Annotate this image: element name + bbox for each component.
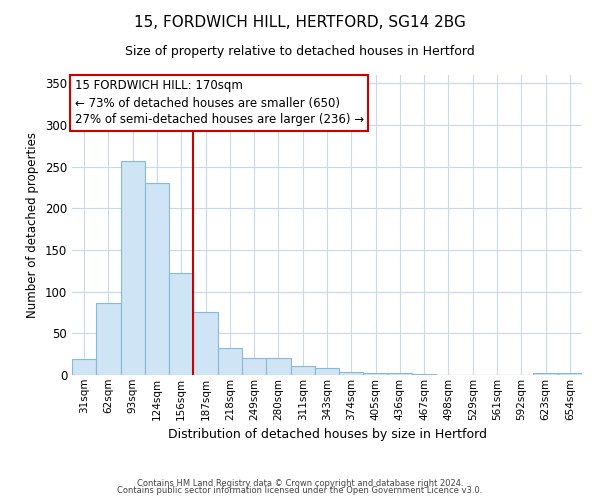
Bar: [315, 368, 339, 375]
Bar: [242, 358, 266, 375]
Text: Contains public sector information licensed under the Open Government Licence v3: Contains public sector information licen…: [118, 486, 482, 495]
X-axis label: Distribution of detached houses by size in Hertford: Distribution of detached houses by size …: [167, 428, 487, 441]
Bar: [72, 359, 96, 375]
Bar: [193, 312, 218, 375]
Bar: [290, 366, 315, 375]
Bar: [388, 374, 412, 375]
Bar: [266, 358, 290, 375]
Bar: [412, 374, 436, 375]
Bar: [96, 304, 121, 375]
Bar: [533, 374, 558, 375]
Bar: [364, 374, 388, 375]
Bar: [121, 161, 145, 375]
Text: Contains HM Land Registry data © Crown copyright and database right 2024.: Contains HM Land Registry data © Crown c…: [137, 478, 463, 488]
Text: Size of property relative to detached houses in Hertford: Size of property relative to detached ho…: [125, 45, 475, 58]
Bar: [145, 184, 169, 375]
Bar: [169, 274, 193, 375]
Text: 15 FORDWICH HILL: 170sqm
← 73% of detached houses are smaller (650)
27% of semi-: 15 FORDWICH HILL: 170sqm ← 73% of detach…: [74, 80, 364, 126]
Bar: [558, 374, 582, 375]
Text: 15, FORDWICH HILL, HERTFORD, SG14 2BG: 15, FORDWICH HILL, HERTFORD, SG14 2BG: [134, 15, 466, 30]
Y-axis label: Number of detached properties: Number of detached properties: [26, 132, 40, 318]
Bar: [218, 348, 242, 375]
Bar: [339, 372, 364, 375]
